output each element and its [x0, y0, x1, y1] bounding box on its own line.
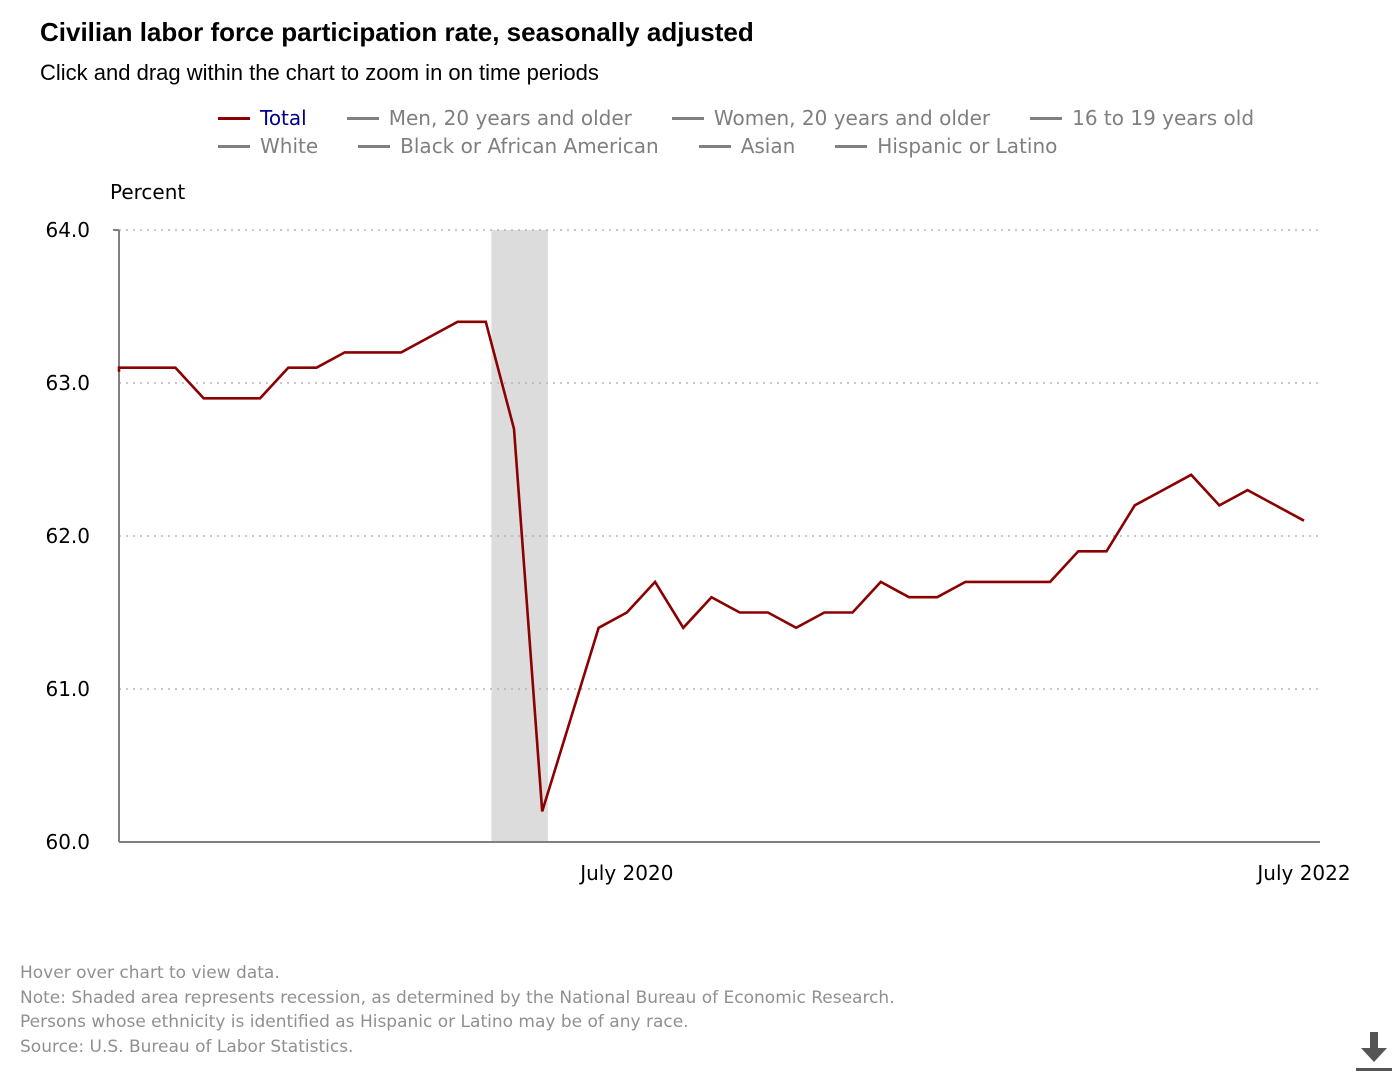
legend-item-black-or-african-american[interactable]: Black or African American [358, 134, 659, 158]
download-icon[interactable] [1352, 1030, 1396, 1074]
data-point[interactable]: Apr 2019: 62.9 [199, 393, 209, 403]
x-tick-labels: July 2020 July 2022 [578, 861, 1350, 885]
y-tick-label: 62.0 [45, 524, 90, 548]
point-layer[interactable]: Jan 2019: 63.1 Feb 2019: 63.1 Mar 2019: 63… [114, 317, 1309, 817]
legend-row: White Black or African American Asian Hi… [218, 132, 1294, 160]
data-point[interactable]: Jan 2019: 63.1 [114, 363, 124, 373]
legend-swatch [346, 116, 379, 120]
data-point[interactable]: May 2021: 61.6 [904, 592, 914, 602]
legend-label: Total [260, 106, 307, 130]
legend-label: Men, 20 years and older [388, 106, 632, 130]
x-tick-label: July 2022 [1255, 861, 1350, 885]
data-point[interactable]: Dec 2021: 61.9 [1102, 546, 1112, 556]
data-point[interactable]: May 2022: 62.3 [1243, 485, 1253, 495]
data-point[interactable]: Jul 2020: 61.5 [622, 608, 632, 618]
x-tick-label: July 2020 [578, 861, 673, 885]
data-point[interactable]: Jun 2020: 61.4 [594, 623, 604, 633]
note-source: Source: U.S. Bureau of Labor Statistics. [20, 1036, 354, 1057]
legend-item-hispanic-or-latino[interactable]: Hispanic or Latino [835, 134, 1057, 158]
data-point[interactable]: Nov 2019: 63.2 [396, 347, 406, 357]
data-point[interactable]: Mar 2022: 62.4 [1186, 470, 1196, 480]
legend-swatch [835, 144, 868, 148]
legend-swatch [358, 144, 391, 148]
legend-swatch [218, 116, 250, 120]
data-point[interactable]: Sep 2020: 61.4 [678, 623, 688, 633]
data-point[interactable]: Jan 2021: 61.4 [791, 623, 801, 633]
y-axis-title: Percent [110, 180, 185, 204]
legend-item-women-20-and-older[interactable]: Women, 20 years and older [671, 106, 991, 130]
data-point[interactable]: Jul 2022: 62.1 [1299, 516, 1309, 526]
data-point[interactable]: May 2019: 62.9 [227, 393, 237, 403]
y-tick-label: 63.0 [45, 371, 90, 395]
data-point[interactable]: Aug 2020: 61.7 [650, 577, 660, 587]
data-point[interactable]: Apr 2021: 61.7 [876, 577, 886, 587]
legend-label: 16 to 19 years old [1072, 106, 1255, 130]
legend-item-white[interactable]: White [218, 134, 318, 158]
note-hover: Hover over chart to view data. [20, 963, 280, 983]
chart-notes: Hover over chart to view data. Note: Sha… [20, 961, 895, 1059]
legend-swatch [671, 116, 704, 120]
note-ethnicity: Persons whose ethnicity is identified as… [20, 1012, 689, 1032]
data-point[interactable]: Dec 2020: 61.5 [763, 608, 773, 618]
legend-swatch [218, 144, 250, 148]
data-point[interactable]: Feb 2021: 61.5 [819, 608, 829, 618]
legend: Total Men, 20 years and older Women, 20 … [218, 104, 1294, 160]
axis-layer [113, 229, 1320, 843]
y-tick-label: 60.0 [45, 830, 90, 854]
legend-label: Asian [740, 134, 796, 158]
data-point[interactable]: Nov 2020: 61.5 [735, 608, 745, 618]
data-point[interactable]: Sep 2021: 61.7 [1017, 577, 1027, 587]
legend-item-men-20-and-older[interactable]: Men, 20 years and older [346, 106, 632, 130]
data-point[interactable]: Jan 2022: 62.2 [1130, 500, 1140, 510]
data-point[interactable]: Jun 2019: 62.9 [255, 393, 265, 403]
legend-item-16-to-19[interactable]: 16 to 19 years old [1030, 106, 1254, 130]
legend-label: Hispanic or Latino [877, 134, 1058, 158]
legend-row: Total Men, 20 years and older Women, 20 … [218, 104, 1294, 132]
data-point[interactable]: Apr 2022: 62.2 [1214, 500, 1224, 510]
data-point[interactable]: Mar 2019: 63.1 [170, 363, 180, 373]
legend-label: Women, 20 years and older [713, 106, 991, 130]
data-point[interactable]: Feb 2020: 63.4 [481, 317, 491, 327]
data-point[interactable]: Aug 2021: 61.7 [989, 577, 999, 587]
series-line-total[interactable] [117, 320, 1305, 812]
data-point[interactable]: Feb 2022: 62.3 [1158, 485, 1168, 495]
data-point[interactable]: Mar 2021: 61.5 [848, 608, 858, 618]
data-point[interactable]: Jul 2019: 63.1 [283, 363, 293, 373]
data-point[interactable]: Jan 2020: 63.4 [453, 317, 463, 327]
data-point[interactable]: Dec 2019: 63.3 [424, 332, 434, 342]
data-point[interactable]: Nov 2021: 61.9 [1073, 546, 1083, 556]
data-point[interactable]: Mar 2020: 62.7 [509, 424, 519, 434]
data-point[interactable]: Jul 2021: 61.7 [960, 577, 970, 587]
data-point[interactable]: Oct 2019: 63.2 [368, 347, 378, 357]
data-point[interactable]: Jun 2021: 61.6 [932, 592, 942, 602]
y-tick-label: 64.0 [45, 218, 90, 242]
data-point[interactable]: Apr 2020: 60.2 [537, 806, 547, 816]
legend-swatch [1030, 116, 1063, 120]
data-point[interactable]: Jun 2022: 62.2 [1271, 500, 1281, 510]
y-tick-labels: 60.0 61.0 62.0 63.0 64.0 [45, 218, 90, 854]
chart-title: Civilian labor force participation rate,… [40, 17, 754, 47]
legend-item-total[interactable]: Total [218, 106, 307, 130]
data-point[interactable]: Aug 2019: 63.1 [312, 363, 322, 373]
legend-item-asian[interactable]: Asian [698, 134, 796, 158]
series-layer [117, 320, 1305, 812]
legend-label: Black or African American [400, 134, 659, 158]
data-point[interactable]: Sep 2019: 63.2 [340, 347, 350, 357]
legend-swatch [698, 144, 731, 148]
legend-label: White [260, 134, 319, 158]
data-point[interactable]: Oct 2020: 61.6 [707, 592, 717, 602]
line-chart[interactable]: Percent Jan 2019: 63.1 Feb 2019: 63.1 Mar … [0, 0, 1400, 940]
data-point[interactable]: May 2020: 60.8 [565, 715, 575, 725]
data-point[interactable]: Feb 2019: 63.1 [142, 363, 152, 373]
data-point[interactable]: Oct 2021: 61.7 [1045, 577, 1055, 587]
y-tick-label: 61.0 [45, 677, 90, 701]
grid-layer [119, 229, 1320, 690]
chart-subtitle: Click and drag within the chart to zoom … [40, 60, 599, 85]
note-recession: Note: Shaded area represents recession, … [20, 987, 895, 1008]
